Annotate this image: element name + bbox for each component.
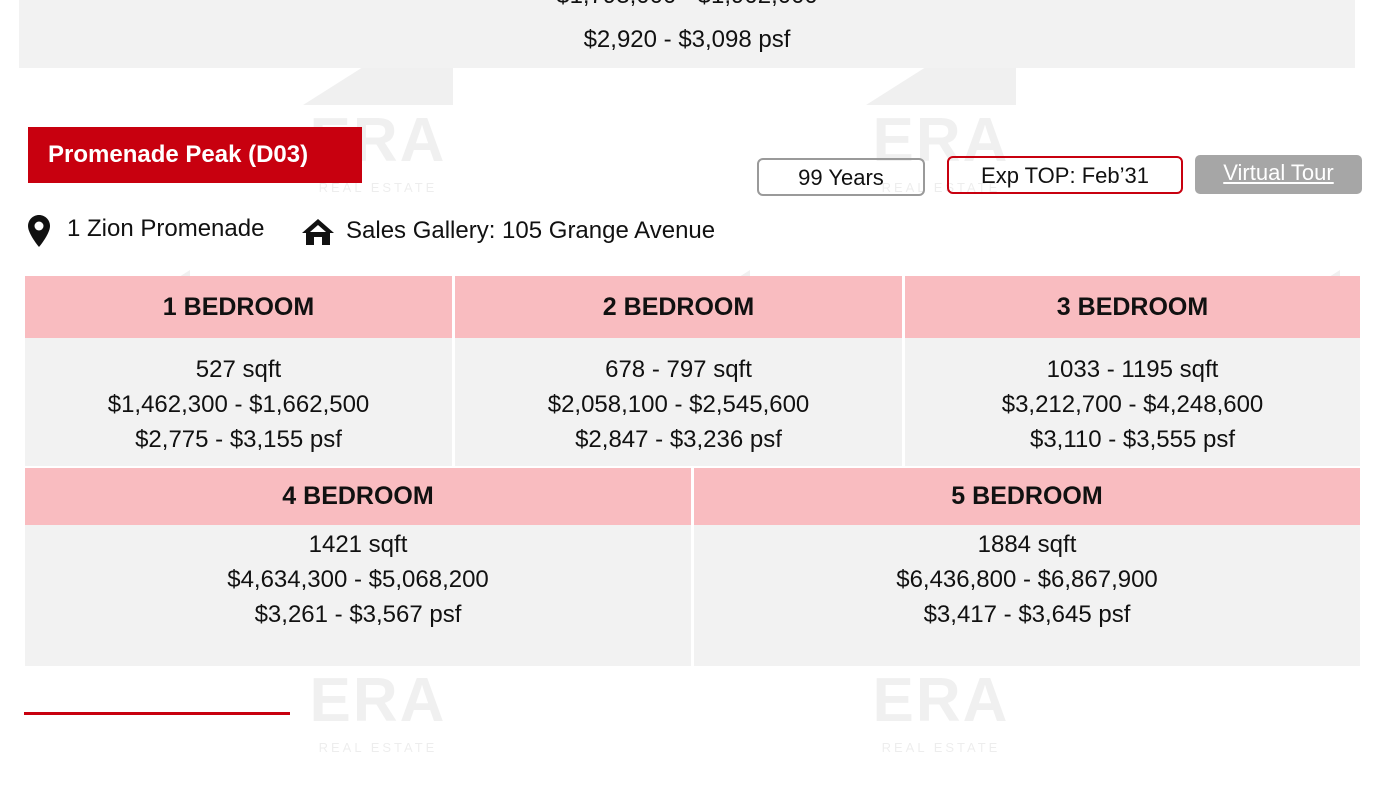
- unit-cell: 1033 - 1195 sqft $3,212,700 - $4,248,600…: [905, 338, 1360, 466]
- section-divider: [24, 712, 290, 715]
- unit-type-header: 3 BEDROOM: [905, 276, 1360, 338]
- unit-size: 1033 - 1195 sqft: [1046, 356, 1219, 383]
- project-address: 1 Zion Promenade: [67, 215, 265, 242]
- house-icon: [302, 219, 334, 245]
- previous-price-range: $1,793,000 - $1,902,000: [19, 0, 1355, 10]
- previous-psf-range: $2,920 - $3,098 psf: [583, 26, 791, 53]
- exp-top-badge: Exp TOP: Feb’31: [947, 156, 1183, 194]
- unit-size: 1884 sqft: [977, 531, 1077, 558]
- unit-price: $4,634,300 - $5,068,200: [227, 566, 489, 593]
- unit-size: 678 - 797 sqft: [605, 356, 752, 383]
- unit-psf: $3,261 - $3,567 psf: [254, 601, 462, 628]
- unit-cell: 678 - 797 sqft $2,058,100 - $2,545,600 $…: [455, 338, 902, 466]
- unit-pricing-table: 1 BEDROOM 2 BEDROOM 3 BEDROOM 527 sqft $…: [25, 276, 1360, 666]
- unit-psf: $2,847 - $3,236 psf: [575, 426, 782, 453]
- unit-price: $3,212,700 - $4,248,600: [1001, 391, 1264, 418]
- previous-listing-summary: $1,793,000 - $1,902,000 $2,920 - $3,098 …: [19, 0, 1355, 68]
- unit-type-header: 2 BEDROOM: [455, 276, 902, 338]
- unit-cell: 1884 sqft $6,436,800 - $6,867,900 $3,417…: [694, 525, 1360, 666]
- unit-price: $2,058,100 - $2,545,600: [547, 391, 810, 418]
- unit-cell: 527 sqft $1,462,300 - $1,662,500 $2,775 …: [25, 338, 452, 466]
- unit-psf: $3,417 - $3,645 psf: [923, 601, 1131, 628]
- unit-psf: $2,775 - $3,155 psf: [135, 426, 342, 453]
- map-pin-icon: [28, 215, 50, 247]
- virtual-tour-button[interactable]: Virtual Tour: [1195, 155, 1362, 194]
- project-title: Promenade Peak (D03): [28, 127, 362, 183]
- unit-size: 527 sqft: [195, 356, 282, 383]
- unit-type-header: 5 BEDROOM: [694, 468, 1360, 525]
- unit-psf: $3,110 - $3,555 psf: [1029, 426, 1236, 453]
- unit-cell: 1421 sqft $4,634,300 - $5,068,200 $3,261…: [25, 525, 691, 666]
- unit-price: $1,462,300 - $1,662,500: [107, 391, 370, 418]
- tenure-badge: 99 Years: [757, 158, 925, 196]
- unit-price: $6,436,800 - $6,867,900: [896, 566, 1158, 593]
- sales-gallery: Sales Gallery: 105 Grange Avenue: [346, 217, 716, 244]
- unit-type-header: 1 BEDROOM: [25, 276, 452, 338]
- unit-type-header: 4 BEDROOM: [25, 468, 691, 525]
- unit-size: 1421 sqft: [308, 531, 408, 558]
